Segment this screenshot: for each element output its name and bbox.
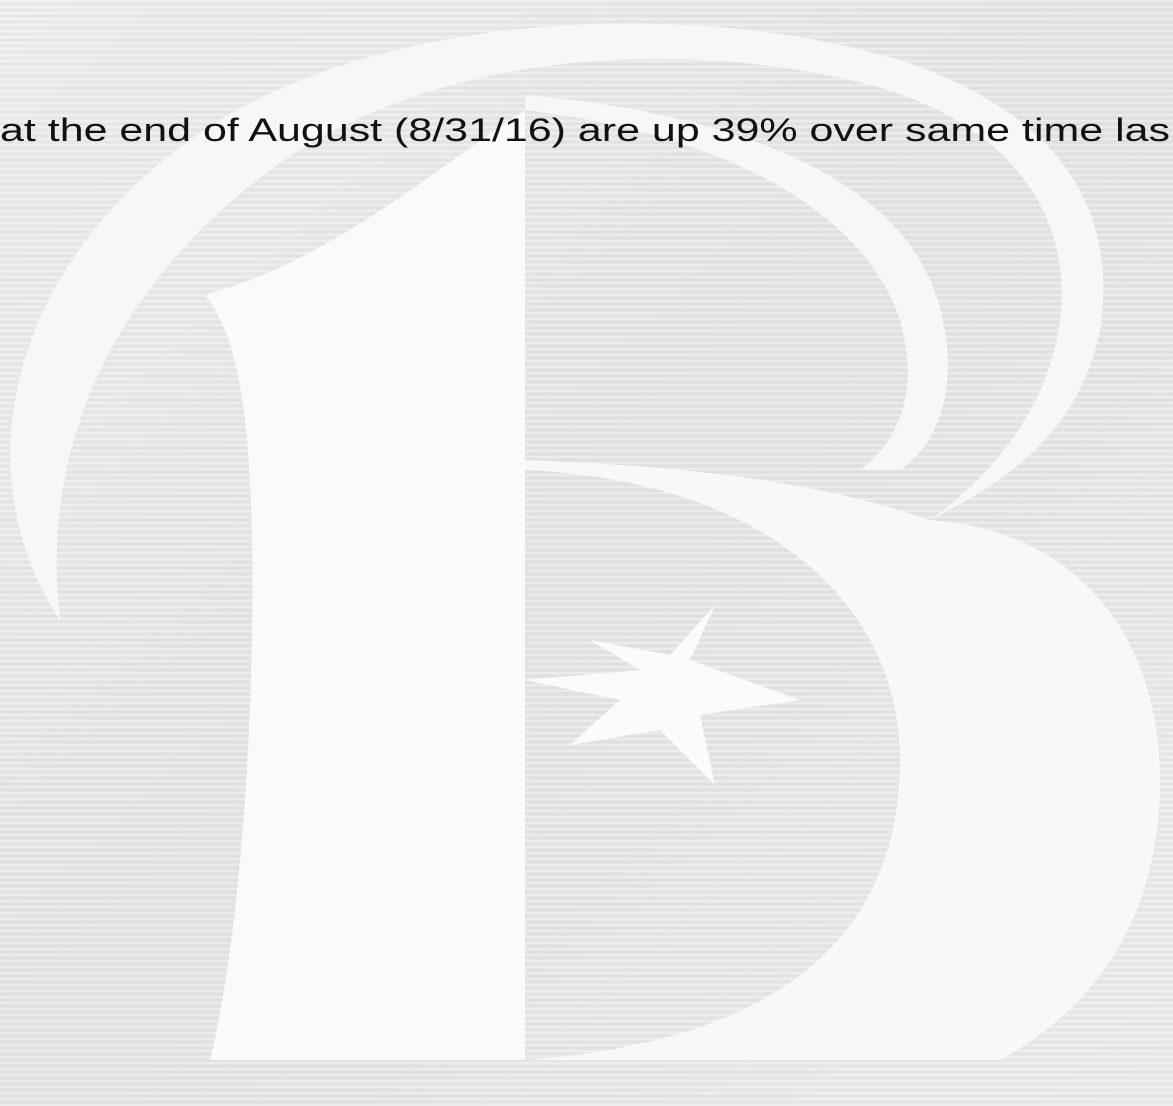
- logo-upper-bowl: [525, 95, 948, 470]
- logo-lower-bowl: [525, 460, 1160, 1060]
- logo-watermark: [10, 23, 1160, 1060]
- logo-stem: [205, 110, 525, 1060]
- logo-star: [525, 605, 800, 785]
- slide-text: at the end of August (8/31/16) are up 39…: [0, 112, 1170, 148]
